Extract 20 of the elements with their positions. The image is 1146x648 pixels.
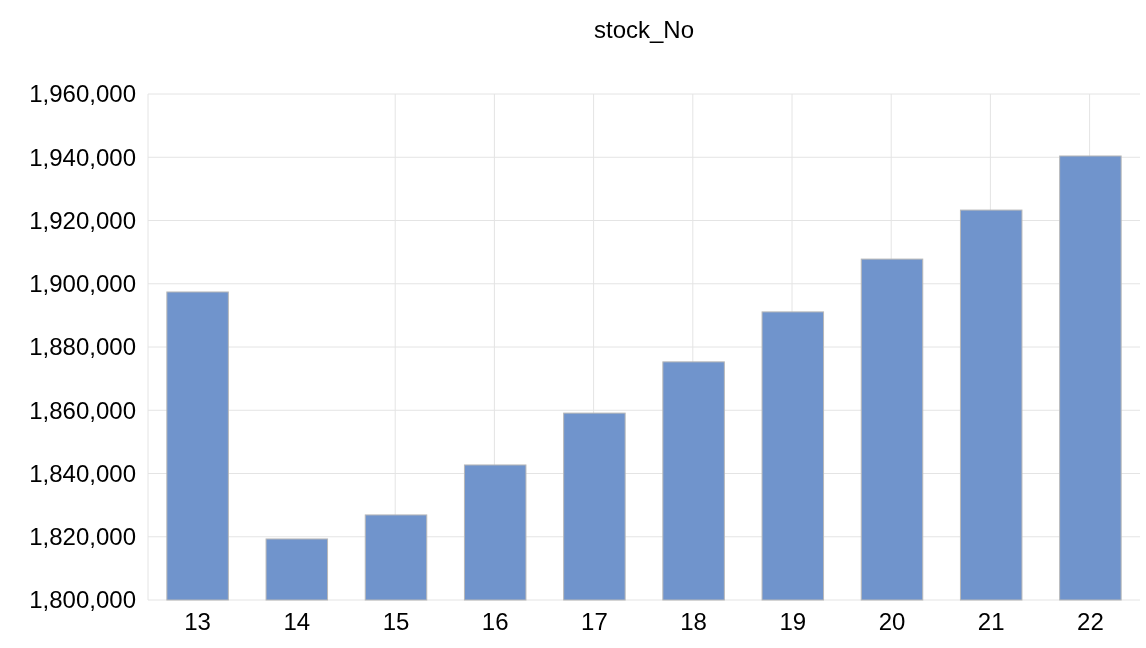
y-tick-label: 1,900,000 (29, 270, 136, 298)
x-tick-label: 16 (481, 608, 509, 635)
y-tick-label: 1,840,000 (29, 459, 136, 487)
x-tick-label: 20 (878, 608, 906, 635)
y-tick-label: 1,860,000 (29, 396, 136, 424)
x-tick-label: 14 (283, 608, 311, 635)
x-tick-label: 17 (581, 608, 608, 635)
y-tick-label: 1,940,000 (29, 143, 136, 171)
y-tick-label: 1,880,000 (29, 333, 136, 361)
x-tick-label: 22 (1077, 608, 1104, 635)
x-tick-label: 13 (184, 608, 211, 635)
y-tick-label: 1,960,000 (29, 80, 136, 108)
x-tick-label: 19 (779, 608, 807, 635)
x-tick-label: 18 (680, 608, 707, 635)
chart-title: stock_No (593, 16, 695, 43)
y-tick-label: 1,920,000 (29, 206, 136, 234)
y-tick-label: 1,820,000 (29, 523, 136, 551)
y-tick-label: 1,800,000 (29, 586, 136, 614)
x-tick-label: 15 (382, 608, 410, 635)
x-tick-label: 21 (977, 608, 1005, 635)
